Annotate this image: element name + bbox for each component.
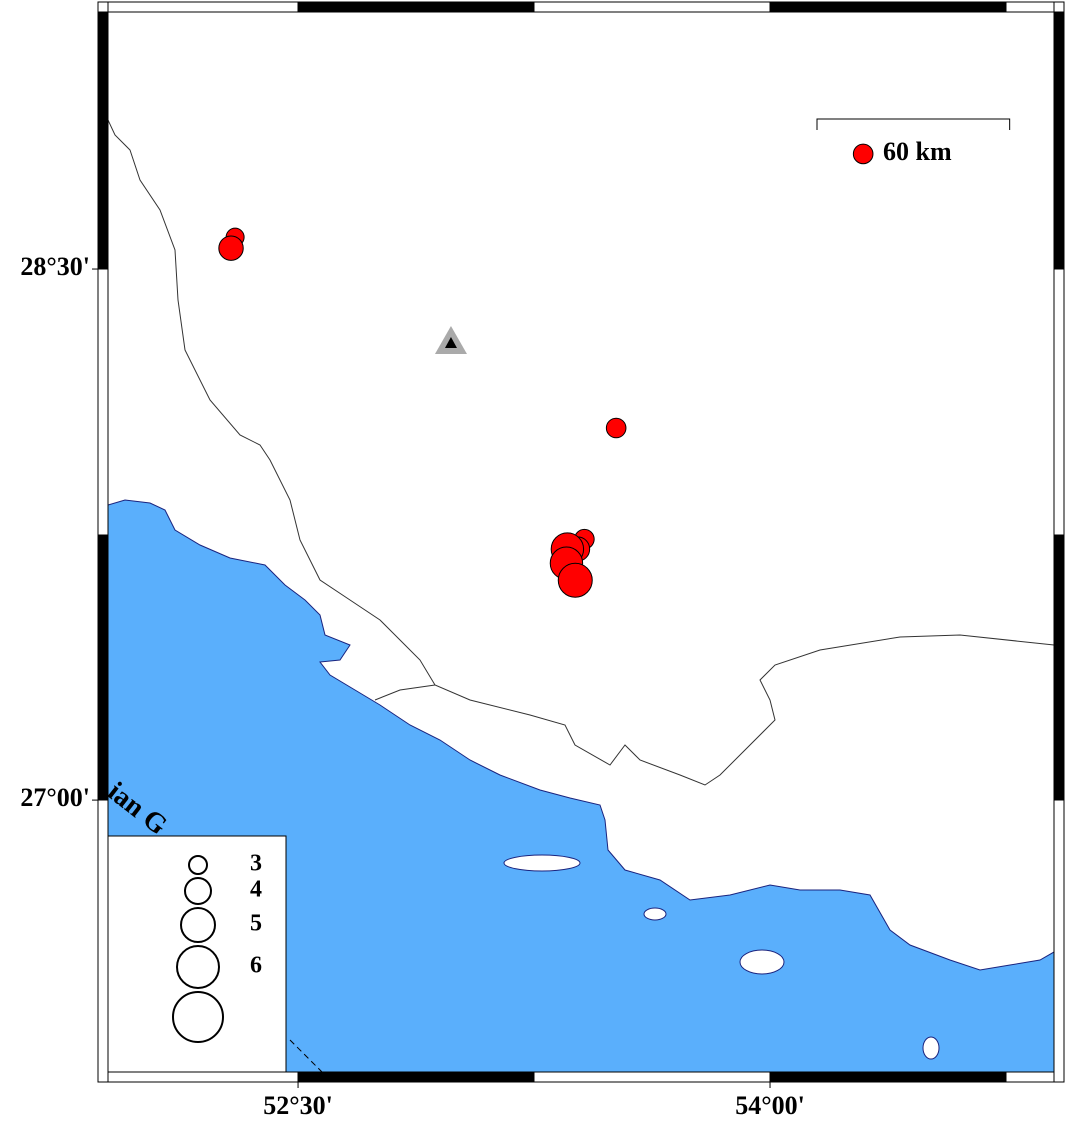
island	[503, 854, 581, 872]
island	[643, 907, 667, 921]
legend-label: 3	[250, 851, 262, 877]
station-core	[444, 336, 457, 348]
earthquake	[218, 235, 244, 261]
legend-circle	[184, 877, 212, 905]
earthquake	[605, 417, 627, 439]
sea	[108, 499, 1054, 1072]
border	[374, 684, 436, 701]
y-tick-label: 27°00'	[20, 783, 90, 812]
legend-circle	[180, 907, 216, 943]
legend-label: 4	[250, 877, 262, 903]
legend-circle	[172, 991, 224, 1043]
x-tick-label: 54°00'	[735, 1091, 805, 1120]
earthquake	[557, 562, 593, 598]
legend-circle	[176, 945, 220, 989]
island	[739, 949, 785, 975]
scale-bar	[816, 118, 1011, 130]
frame-checker	[97, 1, 1065, 1083]
y-tick-label: 28°30'	[20, 252, 90, 281]
legend-label: 6	[250, 953, 262, 979]
boundary	[289, 1039, 323, 1072]
scale-label: 60 km	[883, 137, 952, 166]
legend-label: 5	[250, 911, 262, 937]
legend-circle	[188, 855, 208, 875]
island	[922, 1036, 940, 1060]
x-tick-label: 52°30'	[263, 1091, 333, 1120]
legend	[107, 835, 287, 1073]
earthquake	[852, 143, 874, 165]
